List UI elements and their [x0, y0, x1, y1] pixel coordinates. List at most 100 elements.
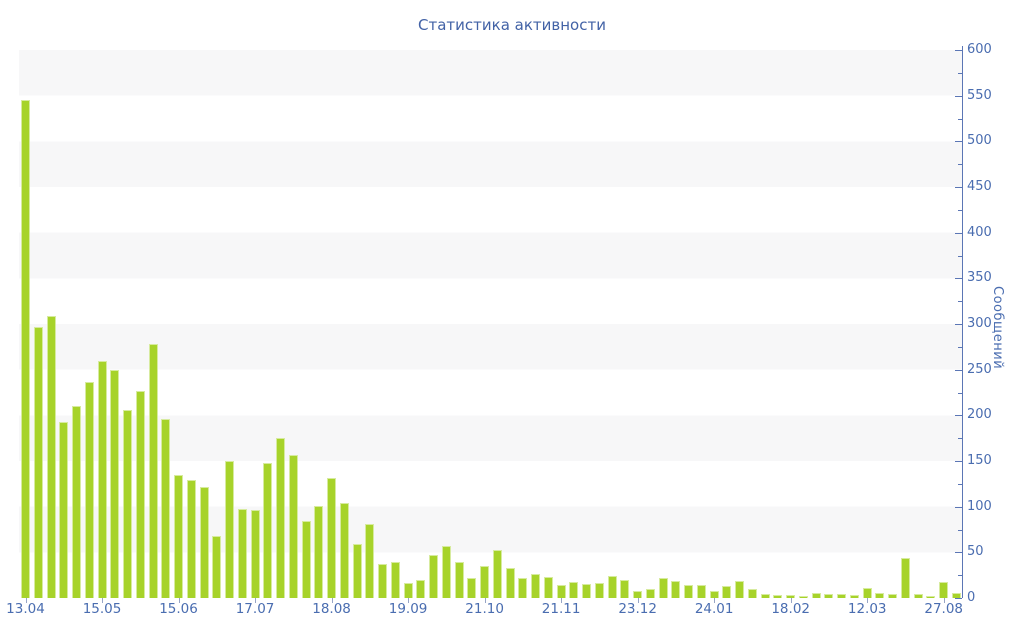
bar[interactable]: [722, 586, 732, 598]
y-minor-tick: [958, 164, 962, 166]
bar[interactable]: [837, 594, 847, 598]
bar[interactable]: [633, 590, 643, 598]
y-tick-label: 500: [967, 133, 992, 149]
bar[interactable]: [212, 535, 222, 598]
y-tick-label: 150: [967, 453, 992, 468]
y-major-tick: [955, 232, 962, 234]
bar[interactable]: [786, 595, 796, 598]
y-axis-line: [962, 46, 963, 598]
bar[interactable]: [543, 577, 553, 598]
bar[interactable]: [518, 577, 528, 598]
bar[interactable]: [46, 315, 56, 598]
bar[interactable]: [84, 382, 94, 598]
bar[interactable]: [467, 577, 477, 598]
bar[interactable]: [926, 596, 936, 598]
bar[interactable]: [620, 579, 630, 598]
bar[interactable]: [747, 588, 757, 598]
bar[interactable]: [862, 587, 872, 598]
bar[interactable]: [339, 503, 349, 598]
bar[interactable]: [352, 544, 362, 598]
bar[interactable]: [569, 582, 579, 598]
bar[interactable]: [480, 566, 490, 598]
bar[interactable]: [824, 594, 834, 598]
bar[interactable]: [276, 438, 286, 598]
bar[interactable]: [33, 326, 43, 598]
x-tick-label: 19.09: [388, 601, 428, 617]
bar[interactable]: [913, 594, 923, 598]
bar[interactable]: [135, 390, 145, 598]
bar[interactable]: [684, 585, 694, 598]
x-tick-label: 23.12: [618, 601, 657, 617]
bar[interactable]: [875, 593, 885, 598]
bar[interactable]: [505, 567, 515, 598]
bar[interactable]: [174, 474, 184, 598]
bar[interactable]: [429, 555, 439, 598]
y-tick-label: 600: [967, 42, 992, 57]
x-tick-mark: [408, 598, 410, 603]
y-major-tick: [955, 278, 962, 280]
bar[interactable]: [314, 505, 324, 598]
bar[interactable]: [645, 588, 655, 598]
bar[interactable]: [250, 510, 260, 598]
bar[interactable]: [735, 580, 745, 598]
bar[interactable]: [773, 595, 783, 598]
x-tick-mark: [178, 598, 180, 603]
bar[interactable]: [123, 409, 133, 598]
x-tick-mark: [714, 598, 716, 603]
bar[interactable]: [110, 369, 120, 598]
bar[interactable]: [161, 419, 171, 598]
bar[interactable]: [658, 577, 668, 598]
bar[interactable]: [454, 562, 464, 598]
bar[interactable]: [951, 593, 961, 598]
bar[interactable]: [263, 462, 273, 598]
x-tick-label: 13.04: [6, 601, 45, 617]
bar[interactable]: [390, 562, 400, 598]
bar[interactable]: [582, 584, 592, 598]
bar[interactable]: [378, 564, 388, 598]
bar[interactable]: [97, 361, 107, 598]
bar[interactable]: [607, 576, 617, 598]
bar[interactable]: [709, 590, 719, 598]
x-tick-label: 21.11: [541, 601, 581, 617]
chart-title: Статистика активности: [418, 16, 606, 34]
bar[interactable]: [327, 478, 337, 598]
bar[interactable]: [696, 585, 706, 598]
y-minor-tick: [958, 392, 962, 394]
y-tick-label: 450: [967, 179, 992, 194]
bar[interactable]: [888, 594, 898, 598]
bar[interactable]: [288, 454, 298, 598]
bar[interactable]: [21, 100, 30, 598]
bar[interactable]: [237, 508, 247, 598]
bar[interactable]: [72, 406, 81, 598]
x-tick-mark: [255, 598, 257, 603]
bar[interactable]: [148, 344, 158, 598]
bar[interactable]: [59, 421, 69, 598]
bar[interactable]: [225, 461, 235, 598]
bar[interactable]: [403, 583, 413, 598]
bar[interactable]: [798, 596, 808, 598]
bar[interactable]: [849, 595, 859, 598]
bar[interactable]: [760, 594, 770, 598]
bar[interactable]: [671, 580, 681, 598]
bar[interactable]: [365, 524, 375, 598]
x-tick-label: 12.03: [847, 601, 887, 617]
bar[interactable]: [441, 545, 451, 598]
y-minor-tick: [958, 301, 962, 303]
bar[interactable]: [556, 585, 566, 598]
y-tick-label: 200: [967, 407, 992, 423]
y-tick-label: 0: [967, 590, 976, 605]
bar[interactable]: [199, 486, 209, 598]
x-tick-label: 17.07: [235, 601, 275, 617]
bar[interactable]: [900, 557, 910, 598]
bar[interactable]: [594, 583, 604, 598]
bar[interactable]: [301, 521, 311, 598]
x-tick-mark: [102, 598, 104, 603]
bar[interactable]: [939, 581, 949, 598]
bar[interactable]: [416, 579, 426, 598]
y-major-tick: [955, 552, 962, 554]
bar[interactable]: [811, 592, 821, 598]
bar[interactable]: [492, 549, 502, 598]
bar[interactable]: [186, 480, 196, 598]
bar[interactable]: [531, 574, 541, 598]
x-tick-mark: [25, 598, 27, 603]
